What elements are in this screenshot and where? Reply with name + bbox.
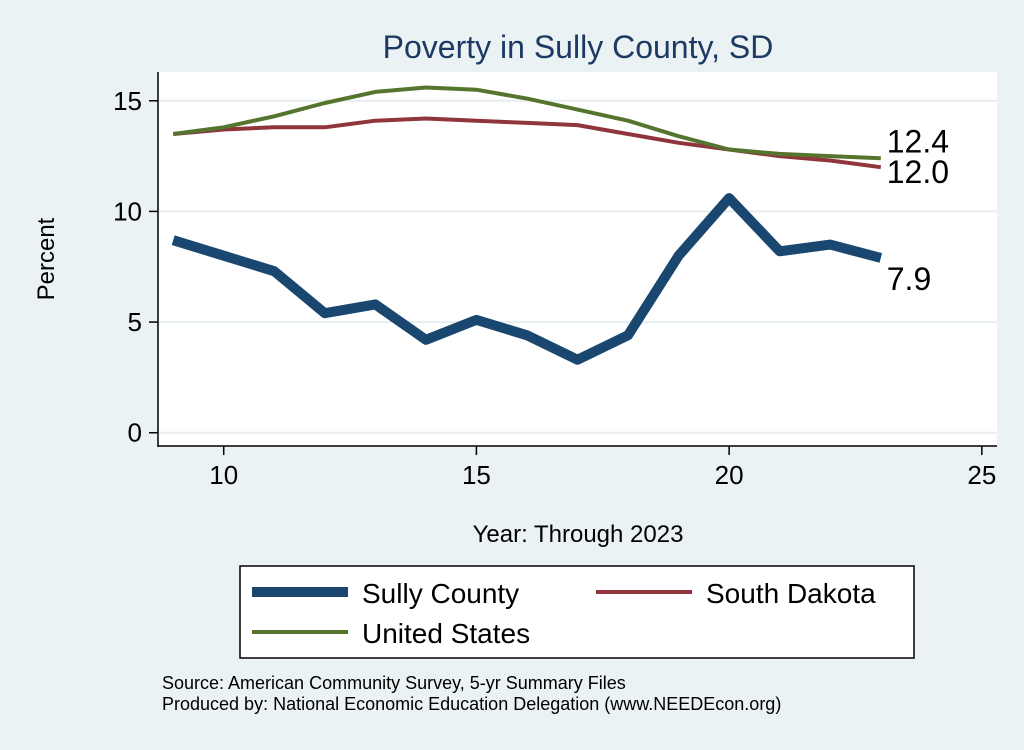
series-line-united-states	[172, 85, 881, 161]
x-axis: 10 15 20 25	[158, 445, 997, 490]
y-axis-label: Percent	[33, 217, 60, 300]
produced-by-note: Produced by: National Economic Education…	[162, 694, 781, 714]
x-tick-label: 25	[967, 460, 996, 490]
legend-label-south-dakota: South Dakota	[706, 578, 876, 609]
end-label-south-dakota: 12.0	[887, 154, 949, 190]
y-tick-label: 15	[113, 86, 142, 116]
y-tick-label: 10	[113, 196, 142, 226]
y-tick-label: 0	[128, 418, 142, 448]
series-lines	[171, 85, 883, 365]
plot-area	[158, 72, 997, 446]
y-axis: 0 5 10 15	[113, 72, 159, 448]
legend-label-united-states: United States	[362, 618, 530, 649]
gridlines	[158, 99, 997, 434]
x-axis-label: Year: Through 2023	[473, 521, 684, 548]
source-note: Source: American Community Survey, 5-yr …	[162, 673, 626, 693]
end-labels: 7.9 12.012.4	[887, 123, 949, 297]
chart-title: Poverty in Sully County, SD	[383, 29, 774, 65]
end-label-sully-county: 7.9	[887, 261, 931, 297]
x-tick-label: 20	[715, 460, 744, 490]
legend-box	[239, 565, 915, 659]
x-tick-label: 10	[209, 460, 238, 490]
end-label-united-states: 12.4	[887, 123, 949, 159]
series-line-sully-county	[171, 193, 883, 365]
legend: Sully County South Dakota United States	[239, 565, 915, 659]
x-tick-label: 15	[462, 460, 491, 490]
y-tick-label: 5	[128, 307, 142, 337]
legend-label-sully-county: Sully County	[362, 578, 519, 609]
